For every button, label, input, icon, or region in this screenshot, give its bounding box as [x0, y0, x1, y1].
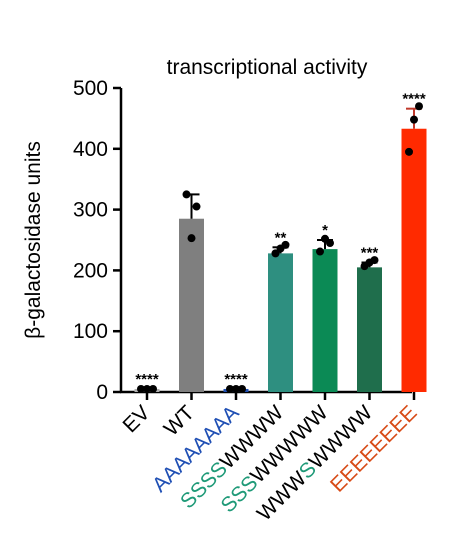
y-ticks: 0 100 200 300 400 500 [73, 77, 121, 404]
data-point [321, 234, 329, 243]
data-point [271, 249, 280, 258]
category-labels: EV WTAAAAAAAASSSSWWWWSSSWWWWWWWWSWWWWEEEE… [118, 401, 421, 525]
data-point [137, 384, 145, 393]
significance-label: **** [135, 371, 159, 388]
significance-label: *** [361, 244, 379, 261]
data-points [137, 102, 423, 393]
y-tick-label: 300 [73, 199, 108, 222]
y-axis-label: β-galactosidase units [22, 141, 45, 339]
significance-label: ** [275, 229, 287, 246]
error-bars [183, 107, 422, 268]
category-label-segment: EV [118, 401, 154, 437]
category-label: EV [118, 401, 154, 437]
y-tick-label: 400 [73, 138, 108, 161]
bar [401, 128, 427, 392]
bar [179, 218, 204, 392]
y-tick-label: 500 [73, 77, 108, 100]
data-point [143, 384, 151, 393]
data-point [405, 147, 413, 156]
bar [312, 249, 338, 392]
data-point [192, 202, 201, 211]
y-tick-label: 200 [73, 259, 108, 282]
data-point [226, 384, 234, 393]
significance-label: **** [224, 371, 248, 388]
data-point [182, 190, 191, 199]
significance-label: * [322, 222, 328, 239]
significance-label: **** [402, 91, 426, 108]
bar [268, 253, 293, 392]
data-point [149, 384, 157, 393]
chart-title: transcriptional activity [167, 56, 368, 79]
y-tick-label: 100 [73, 320, 108, 343]
y-tick-label: 0 [96, 381, 108, 404]
data-point [232, 384, 240, 393]
data-point [276, 244, 285, 253]
significance-labels: **** ****** ******** [135, 91, 426, 388]
data-point [410, 115, 418, 124]
data-point [238, 384, 246, 393]
data-point [415, 102, 423, 111]
data-point [316, 247, 324, 256]
bar [357, 267, 382, 392]
bars [134, 128, 427, 392]
data-point [365, 258, 374, 267]
data-point [187, 234, 196, 243]
x-ticks [145, 392, 416, 400]
